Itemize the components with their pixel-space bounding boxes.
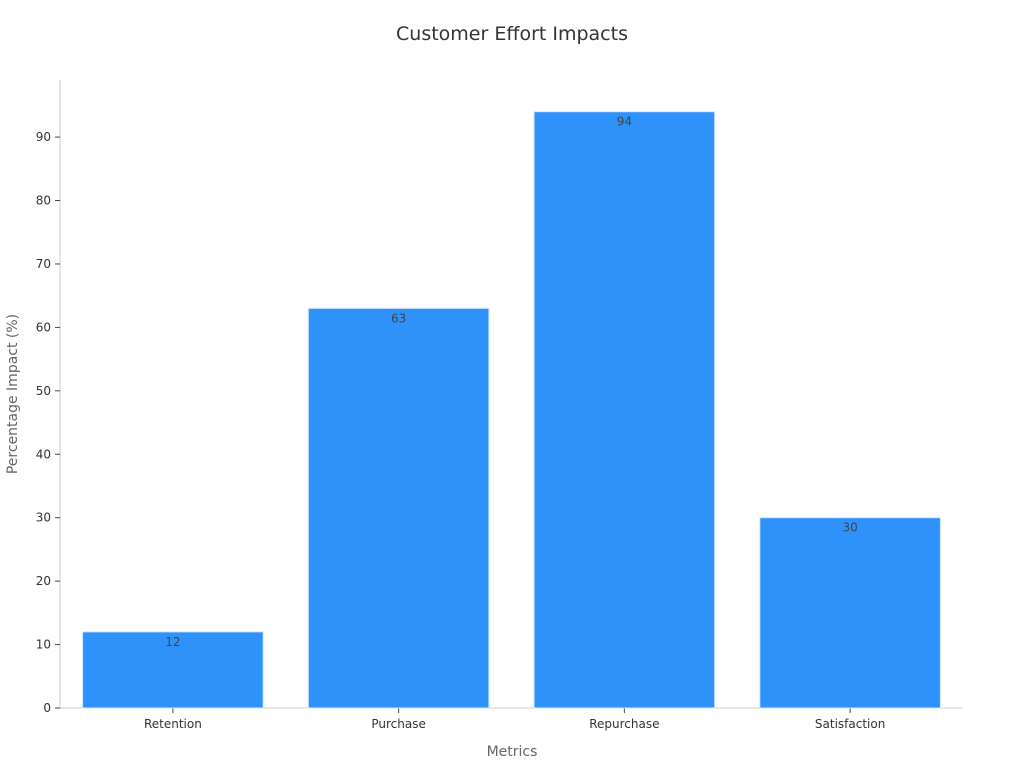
y-axis-title: Percentage Impact (%)	[5, 314, 21, 474]
bar-retention	[82, 631, 264, 709]
x-tick-label: Satisfaction	[815, 717, 885, 731]
data-label: 63	[391, 311, 406, 325]
bar-repurchase	[533, 111, 716, 709]
y-tick-label: 50	[36, 384, 51, 398]
x-axis-title: Metrics	[487, 744, 538, 760]
y-tick-label: 80	[36, 194, 51, 208]
y-tick-label: 30	[36, 511, 51, 525]
y-tick-label: 70	[36, 257, 51, 271]
data-label: 94	[617, 115, 632, 129]
y-tick-label: 0	[43, 701, 51, 715]
y-tick-label: 20	[36, 574, 51, 588]
x-tick-label: Retention	[144, 717, 202, 731]
y-tick-label: 90	[36, 130, 51, 144]
x-tick-label: Purchase	[371, 717, 426, 731]
data-label: 12	[165, 635, 180, 649]
chart-title: Customer Effort Impacts	[396, 23, 628, 45]
y-tick-label: 60	[36, 320, 51, 334]
y-tick-label: 10	[36, 638, 51, 652]
x-tick-label: Repurchase	[589, 717, 659, 731]
bars-group	[82, 111, 941, 709]
y-axis: 0 10 20 30 40 50 60 70 80 90	[36, 80, 61, 715]
data-label: 30	[842, 521, 857, 535]
data-labels-group: 12 63 94 30	[165, 115, 858, 649]
bar-purchase	[307, 307, 490, 709]
y-tick-label: 40	[36, 447, 51, 461]
bar-satisfaction	[759, 517, 941, 709]
x-axis: Retention Purchase Repurchase Satisfaction	[60, 707, 963, 731]
